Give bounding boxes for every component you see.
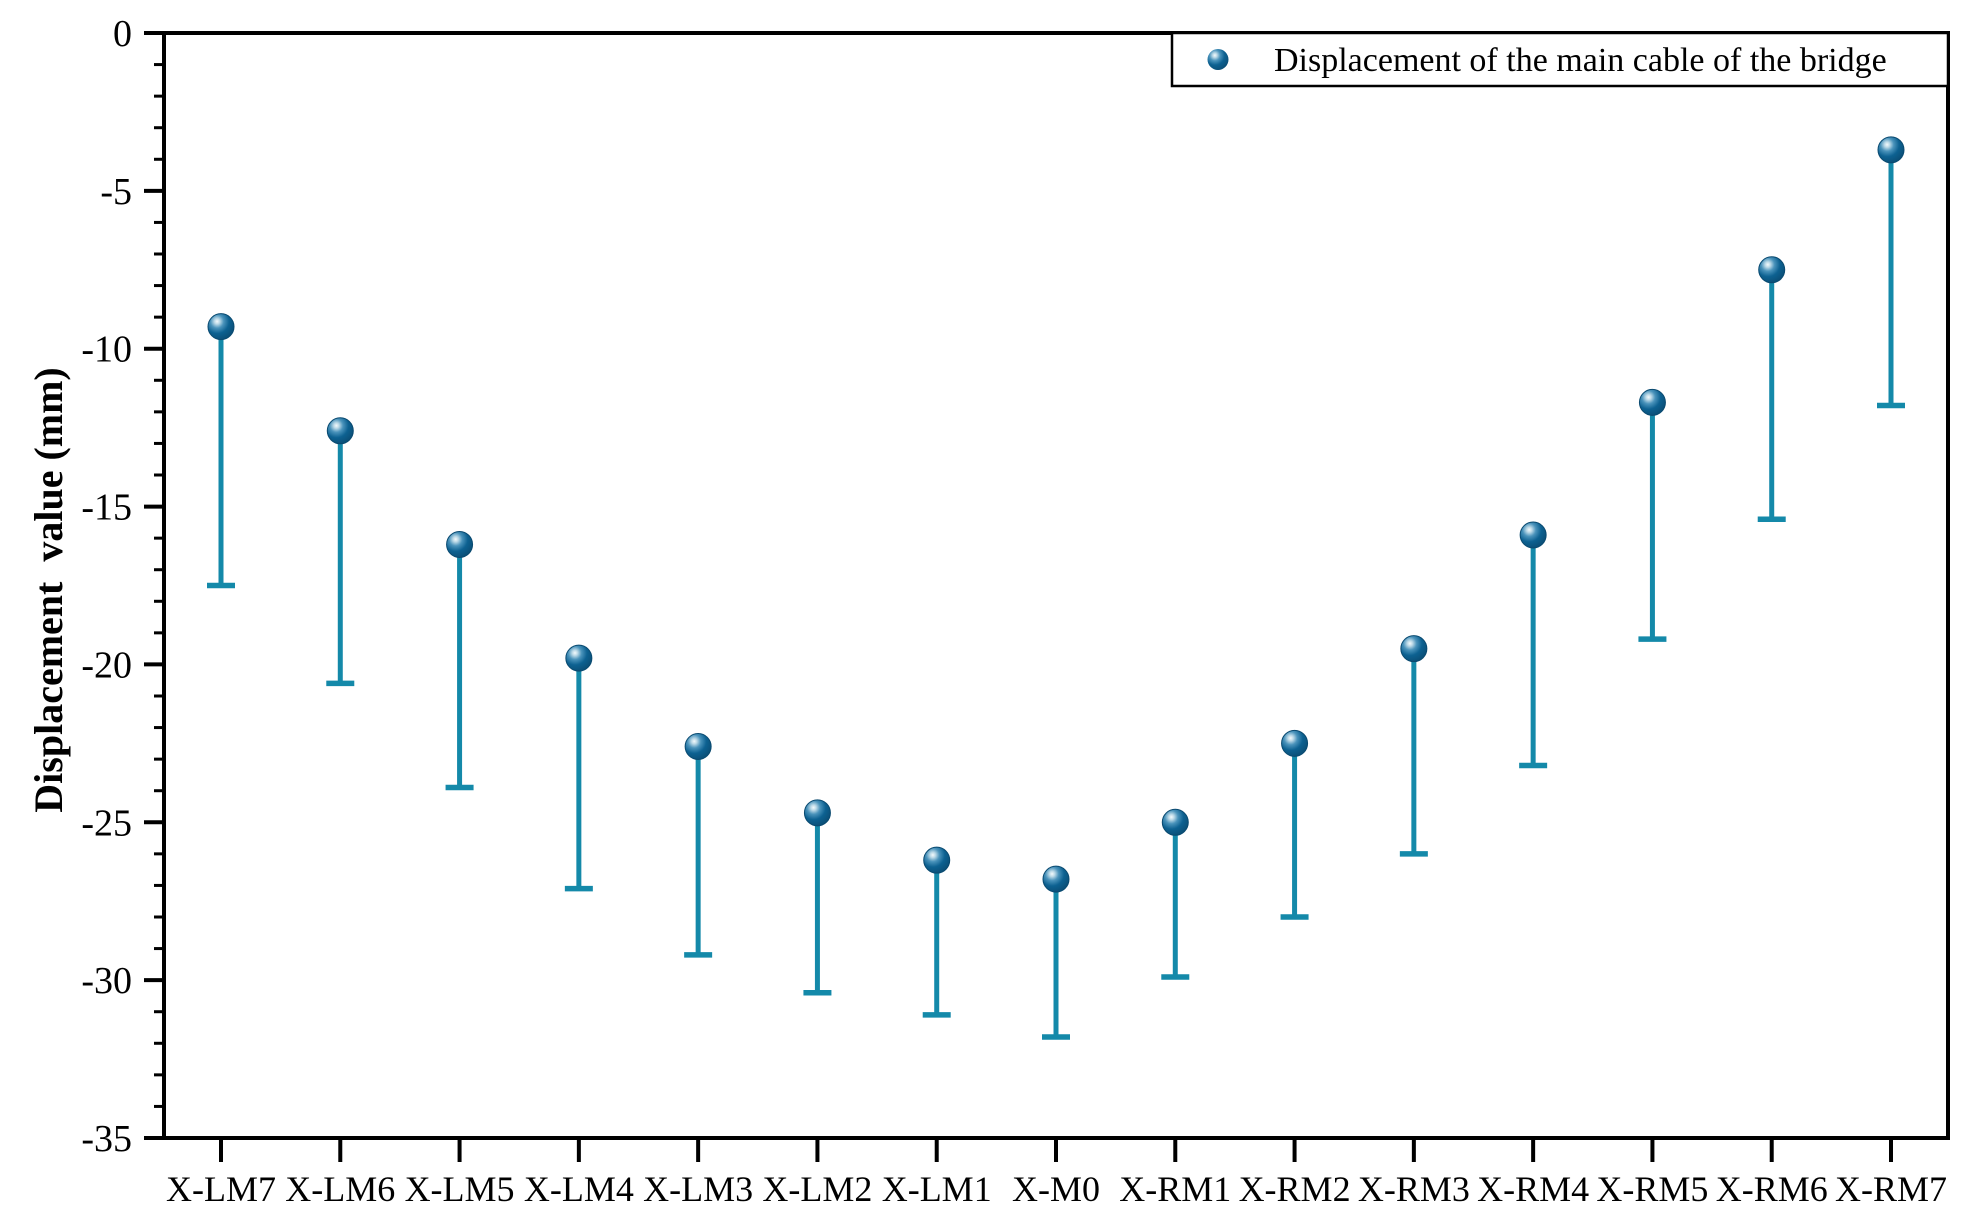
data-point-X-RM1	[1161, 808, 1189, 836]
y-axis-tick-label: 0	[113, 13, 132, 55]
x-axis-tick-label: X-RM2	[1239, 1169, 1351, 1209]
x-axis-tick-label: X-LM4	[524, 1169, 634, 1209]
y-axis-tick-label: -15	[81, 487, 132, 529]
data-point-X-M0	[1042, 865, 1070, 893]
x-axis-tick-label: X-RM7	[1835, 1169, 1947, 1209]
x-axis-tick-label: X-LM5	[405, 1169, 515, 1209]
data-point-X-LM5	[446, 530, 474, 558]
x-axis-tick-label: X-LM2	[762, 1169, 872, 1209]
y-axis-tick-label: -35	[81, 1118, 132, 1160]
data-point-X-RM3	[1400, 635, 1428, 663]
data-point-X-LM6	[326, 417, 354, 445]
data-point-X-LM7	[207, 313, 235, 341]
data-point-X-LM4	[565, 644, 593, 672]
x-axis-tick-label: X-RM1	[1119, 1169, 1231, 1209]
x-axis-tick-label: X-LM6	[285, 1169, 395, 1209]
data-point-X-LM3	[684, 733, 712, 761]
y-axis-tick-label: -30	[81, 960, 132, 1002]
data-point-X-RM5	[1638, 388, 1666, 416]
plot-frame	[162, 31, 1950, 1140]
data-point-X-RM4	[1519, 521, 1547, 549]
legend-box	[1170, 31, 1950, 88]
x-axis-tick-label: X-RM3	[1358, 1169, 1470, 1209]
y-axis-tick-label: -10	[81, 329, 132, 371]
legend-label: Displacement of the main cable of the br…	[1274, 42, 1887, 79]
data-point-X-LM2	[803, 799, 831, 827]
x-axis-tick-label: X-LM7	[166, 1169, 276, 1209]
sphere-marker-icon	[1207, 49, 1229, 70]
y-axis-tick-label: -25	[81, 802, 132, 844]
legend: Displacement of the main cable of the br…	[1170, 31, 1950, 88]
y-axis-tick-label: -20	[81, 644, 132, 686]
x-axis-tick-label: X-LM1	[882, 1169, 992, 1209]
x-axis-tick-label: X-RM6	[1716, 1169, 1828, 1209]
x-axis-tick-label: X-RM4	[1477, 1169, 1589, 1209]
data-point-X-RM7	[1877, 136, 1905, 164]
data-point-X-RM2	[1281, 729, 1309, 757]
y-axis-tick-label: -5	[100, 171, 132, 213]
y-axis-title: Displacement value (mm)	[26, 367, 71, 812]
data-point-X-LM1	[923, 846, 951, 874]
x-axis-tick-label: X-LM3	[643, 1169, 753, 1209]
x-axis-tick-label: X-M0	[1012, 1169, 1100, 1209]
x-axis-tick-label: X-RM5	[1596, 1169, 1708, 1209]
data-point-X-RM6	[1758, 256, 1786, 284]
